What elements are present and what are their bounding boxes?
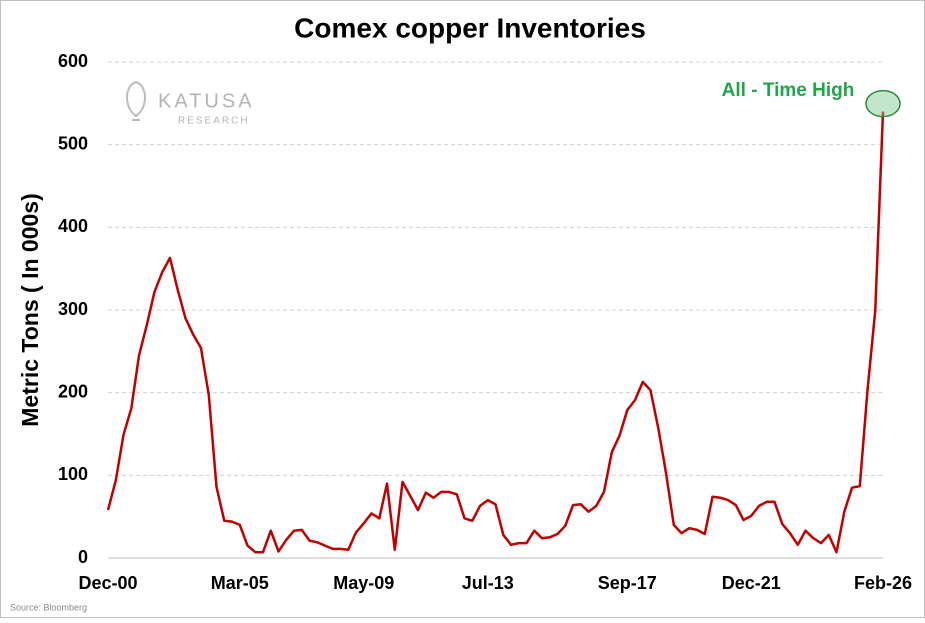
line-series xyxy=(106,111,885,554)
x-tick-label: May-09 xyxy=(333,573,394,593)
x-tick-label: Mar-05 xyxy=(211,573,269,593)
y-tick-label: 300 xyxy=(58,299,88,319)
y-tick-label: 0 xyxy=(78,547,88,567)
x-tick-label: Dec-00 xyxy=(78,573,137,593)
annotation: All - Time High xyxy=(722,80,855,101)
chart-title: Comex copper Inventories xyxy=(294,12,646,43)
y-tick-label: 100 xyxy=(58,464,88,484)
x-tick-label: Feb-26 xyxy=(854,573,912,593)
x-tick-label: Sep-17 xyxy=(598,573,657,593)
y-tick-label: 200 xyxy=(58,381,88,401)
logo: KATUSA RESEARCH xyxy=(126,80,255,127)
y-tick-label: 400 xyxy=(58,216,88,236)
x-tick-label: Dec-21 xyxy=(722,573,781,593)
logo-text: KATUSA xyxy=(158,90,255,112)
logo-subtext: RESEARCH xyxy=(178,116,250,127)
y-tick-label: 600 xyxy=(58,51,88,71)
y-axis-label: Metric Tons ( In 000s) xyxy=(17,193,43,426)
y-tick-label: 500 xyxy=(58,133,88,153)
x-tick-label: Jul-13 xyxy=(462,573,514,593)
source: Source: Bloomberg xyxy=(10,602,87,612)
logo-bulb xyxy=(126,80,146,118)
highlight-circle xyxy=(865,89,901,118)
